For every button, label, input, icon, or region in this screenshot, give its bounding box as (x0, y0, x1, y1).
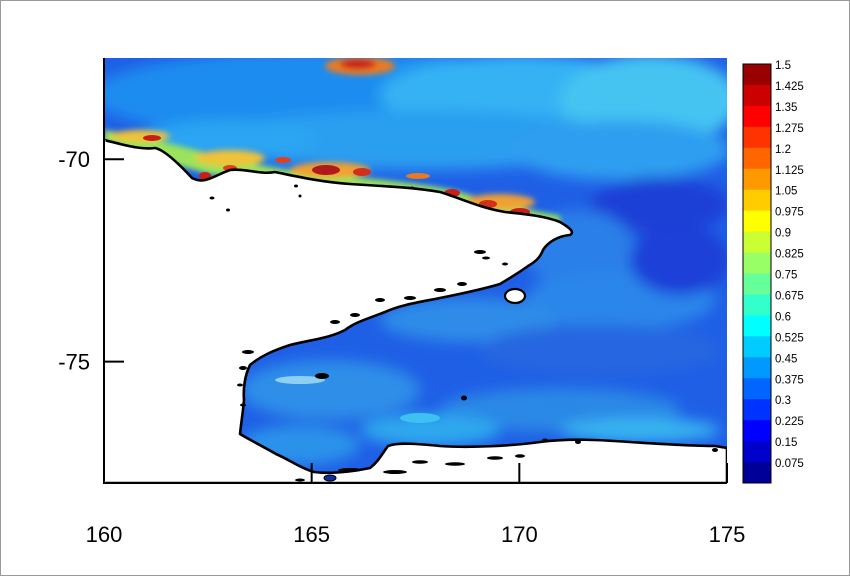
y-axis-ticks: -70 -75 (58, 147, 124, 375)
colorbar: 1.5 1.425 1.35 1.275 1.2 1.125 1.05 0.975 0.9 0.8… (742, 60, 804, 484)
colorbar-label: 1.5 (775, 60, 791, 72)
colorbar-swatch (743, 462, 771, 484)
colorbar-label: 1.275 (775, 123, 804, 135)
colorbar-swatch (743, 441, 771, 463)
colorbar-swatch (743, 231, 771, 254)
colorbar-swatch (743, 105, 771, 128)
colorbar-label: 0.675 (775, 290, 804, 302)
colorbar-swatch (743, 336, 771, 358)
y-tick-label: -70 (58, 147, 90, 172)
colorbar-label: 0.15 (775, 437, 797, 449)
colorbar-label: 0.225 (775, 416, 804, 428)
ocean-patch (400, 413, 440, 423)
colorbar-swatch (743, 420, 771, 442)
colorbar-label: 1.35 (775, 102, 797, 114)
colorbar-label: 0.525 (775, 332, 804, 344)
ocean-patch (275, 376, 325, 384)
axes: 160 165 170 175 -70 -75 (58, 58, 745, 547)
x-tick-label: 165 (293, 522, 330, 547)
colorbar-swatch (743, 126, 771, 149)
colorbar-label: 0.9 (775, 228, 791, 240)
colorbar-label: 0.75 (775, 270, 797, 282)
colorbar-label: 0.375 (775, 374, 804, 386)
colorbar-swatch (743, 252, 771, 274)
colorbar-swatch (743, 210, 771, 233)
colorbar-swatch (743, 273, 771, 295)
colorbar-swatch (743, 315, 771, 337)
y-tick-label: -75 (58, 350, 90, 375)
land-mass (104, 138, 727, 483)
colorbar-label: 0.075 (775, 458, 804, 470)
colorbar-swatch (743, 294, 771, 316)
x-tick-label: 170 (501, 522, 538, 547)
colorbar-swatch (743, 378, 771, 400)
colorbar-label: 0.825 (775, 249, 804, 261)
colorbar-label: 1.425 (775, 81, 804, 93)
colorbar-swatch (743, 147, 771, 170)
colorbar-swatch (743, 357, 771, 379)
colorbar-swatch (743, 399, 771, 421)
x-tick-label: 175 (709, 522, 746, 547)
colorbar-swatch (743, 84, 771, 107)
colorbar-swatch (743, 168, 771, 191)
x-axis-ticks: 160 165 170 175 (86, 463, 746, 547)
colorbar-swatch (743, 64, 771, 86)
colorbar-swatch (743, 189, 771, 212)
coastal-islands (209, 184, 718, 482)
colorbar-border (742, 63, 772, 484)
colorbar-label: 0.975 (775, 207, 804, 219)
colorbar-label: 1.05 (775, 186, 797, 198)
x-tick-label: 160 (86, 522, 123, 547)
colorbar-label: 0.45 (775, 353, 797, 365)
colorbar-label: 1.125 (775, 165, 804, 177)
colorbar-label: 0.6 (775, 311, 791, 323)
colorbar-label: 1.2 (775, 144, 791, 156)
colorbar-label: 0.3 (775, 395, 791, 407)
